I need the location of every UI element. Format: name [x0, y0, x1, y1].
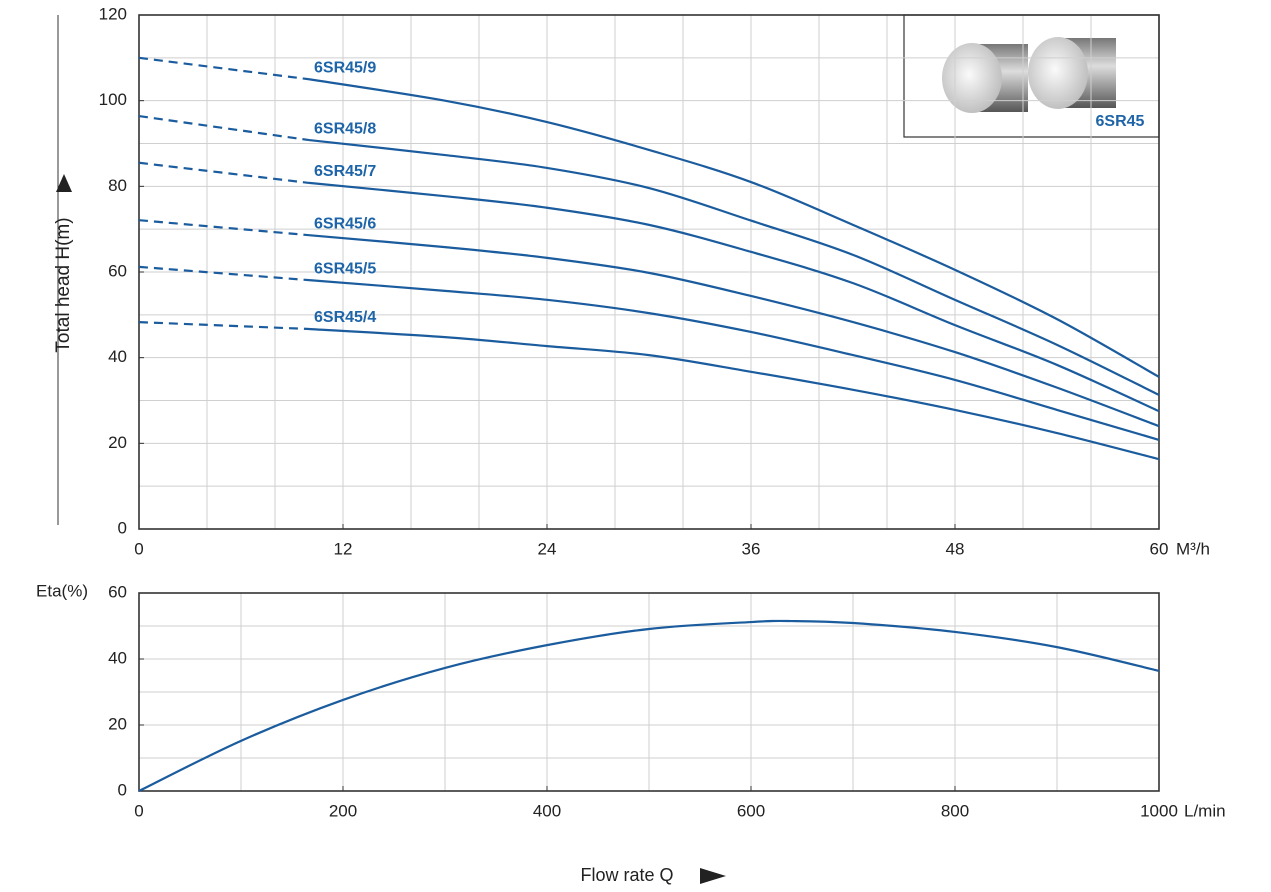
series-label: 6SR45/6 — [314, 215, 376, 232]
line — [308, 138, 1160, 396]
inset-label: 6SR45 — [1096, 113, 1145, 130]
y-tick-label: 120 — [99, 4, 127, 23]
line — [308, 78, 1160, 378]
dashed-line — [138, 56, 310, 81]
plot-frame — [138, 592, 1160, 792]
y-axis-label: Eta(%) — [36, 581, 88, 600]
x-tick-label: 0 — [134, 801, 143, 820]
y-tick-label: 80 — [108, 176, 127, 195]
dashed-line — [138, 265, 310, 282]
x-tick-label: 800 — [941, 801, 969, 820]
y-tick-label: 40 — [108, 648, 127, 667]
line — [308, 327, 1160, 461]
y-tick-label: 100 — [99, 90, 127, 109]
y-tick-label: 60 — [108, 582, 127, 601]
dashed-line — [138, 321, 310, 331]
line — [138, 619, 1160, 792]
x-tick-label: 48 — [946, 539, 965, 558]
line — [308, 234, 1160, 428]
x-unit: M³/h — [1176, 539, 1210, 558]
dashed-line — [138, 219, 310, 237]
arrow — [56, 174, 72, 192]
x-tick-label: 60 — [1150, 539, 1169, 558]
series-label: 6SR45/8 — [314, 120, 376, 137]
series-label: 6SR45/7 — [314, 163, 376, 180]
x-tick-label: 0 — [134, 539, 143, 558]
line — [308, 279, 1160, 441]
x-tick-label: 400 — [533, 801, 561, 820]
cylinder-cap — [942, 43, 1002, 113]
y-tick-label: 0 — [118, 780, 127, 799]
series-label: 6SR45/4 — [314, 309, 376, 326]
y-tick-label: 60 — [108, 261, 127, 280]
x-tick-label: 36 — [742, 539, 761, 558]
series-label: 6SR45/9 — [314, 59, 376, 76]
arrow — [700, 868, 726, 884]
line — [308, 181, 1160, 413]
x-unit: L/min — [1184, 801, 1226, 820]
x-tick-label: 200 — [329, 801, 357, 820]
x-tick-label: 600 — [737, 801, 765, 820]
x-axis-label: Flow rate Q — [580, 865, 673, 885]
x-tick-label: 12 — [334, 539, 353, 558]
dashed-line — [138, 161, 310, 184]
x-tick-label: 1000 — [1140, 801, 1178, 820]
y-tick-label: 40 — [108, 347, 127, 366]
cylinder-cap — [1028, 37, 1088, 109]
inset: 6SR45 — [903, 14, 1160, 138]
y-axis-label: Total head H(m) — [53, 217, 74, 352]
y-tick-label: 0 — [118, 518, 127, 537]
dashed-line — [138, 114, 310, 142]
x-tick-label: 24 — [538, 539, 557, 558]
y-tick-label: 20 — [108, 433, 127, 452]
series-label: 6SR45/5 — [314, 260, 376, 277]
y-tick-label: 20 — [108, 714, 127, 733]
